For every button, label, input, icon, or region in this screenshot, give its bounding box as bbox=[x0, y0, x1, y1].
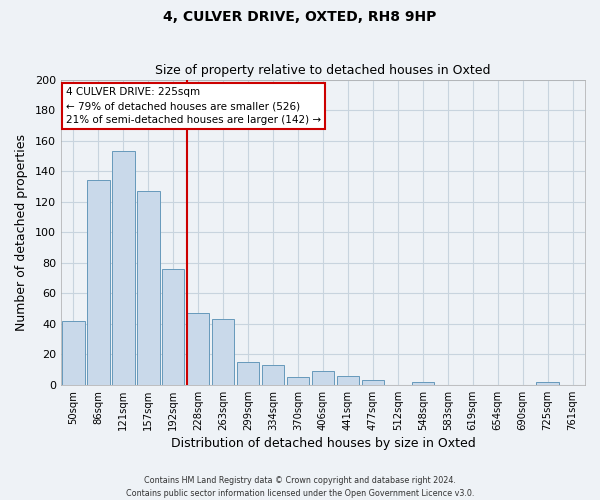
Bar bbox=[262, 365, 284, 385]
Bar bbox=[536, 382, 559, 385]
Bar bbox=[187, 313, 209, 385]
X-axis label: Distribution of detached houses by size in Oxted: Distribution of detached houses by size … bbox=[170, 437, 475, 450]
Bar bbox=[337, 376, 359, 385]
Bar bbox=[412, 382, 434, 385]
Bar bbox=[62, 320, 85, 385]
Bar bbox=[137, 191, 160, 385]
Bar bbox=[237, 362, 259, 385]
Bar bbox=[162, 269, 184, 385]
Bar bbox=[87, 180, 110, 385]
Text: Contains HM Land Registry data © Crown copyright and database right 2024.
Contai: Contains HM Land Registry data © Crown c… bbox=[126, 476, 474, 498]
Y-axis label: Number of detached properties: Number of detached properties bbox=[15, 134, 28, 330]
Title: Size of property relative to detached houses in Oxted: Size of property relative to detached ho… bbox=[155, 64, 491, 77]
Bar bbox=[287, 377, 309, 385]
Bar bbox=[362, 380, 384, 385]
Bar bbox=[312, 371, 334, 385]
Bar bbox=[112, 152, 134, 385]
Text: 4, CULVER DRIVE, OXTED, RH8 9HP: 4, CULVER DRIVE, OXTED, RH8 9HP bbox=[163, 10, 437, 24]
Text: 4 CULVER DRIVE: 225sqm
← 79% of detached houses are smaller (526)
21% of semi-de: 4 CULVER DRIVE: 225sqm ← 79% of detached… bbox=[66, 87, 321, 125]
Bar bbox=[212, 319, 235, 385]
